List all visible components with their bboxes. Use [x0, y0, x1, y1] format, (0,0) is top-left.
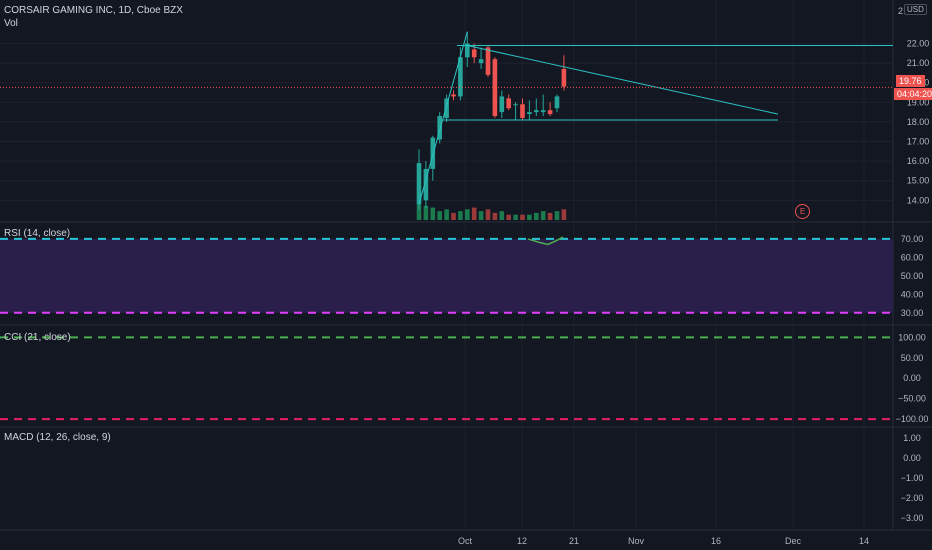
- volume-bar: [527, 214, 532, 220]
- volume-bar: [458, 211, 463, 220]
- volume-bar: [465, 209, 470, 220]
- y-tick-label: −2.00: [901, 493, 924, 503]
- volume-bar: [485, 209, 491, 220]
- trendline-descending: [467, 44, 779, 115]
- candle-body: [423, 168, 429, 201]
- volume-bar: [478, 211, 484, 220]
- candle-body: [478, 59, 484, 64]
- cci-title[interactable]: CCI (21, close): [4, 332, 71, 343]
- candle-body: [485, 47, 491, 75]
- volume-bar: [513, 214, 518, 220]
- x-tick-label: Nov: [628, 536, 645, 546]
- volume-bar: [554, 211, 560, 220]
- candle-body: [540, 110, 546, 113]
- x-tick-label: Dec: [785, 536, 802, 546]
- x-tick-label: 12: [517, 536, 527, 546]
- candle-body: [534, 110, 539, 113]
- candle-body: [465, 43, 470, 58]
- candle-body: [527, 112, 532, 115]
- volume-bar: [471, 207, 477, 220]
- y-tick-label: 100.00: [898, 332, 926, 342]
- candle-body: [499, 96, 505, 113]
- y-tick-label: 18.00: [907, 117, 930, 127]
- y-tick-label: 0.00: [903, 373, 921, 383]
- candle-body: [506, 98, 511, 109]
- y-tick-label: 1.00: [903, 433, 921, 443]
- candle-body: [513, 104, 518, 106]
- y-tick-label: −3.00: [901, 513, 924, 523]
- candle-body: [561, 69, 567, 87]
- volume-bar: [561, 209, 567, 220]
- candle-body: [554, 96, 560, 109]
- y-tick-label: 15.00: [907, 176, 930, 186]
- volume-bar: [430, 207, 436, 220]
- volume-bar: [499, 211, 505, 220]
- volume-bar: [416, 204, 422, 220]
- volume-bar: [547, 212, 553, 220]
- y-tick-label: 19.00: [907, 97, 930, 107]
- volume-bar: [451, 212, 456, 220]
- y-tick-label: 14.00: [907, 195, 930, 205]
- volume-label: Vol: [4, 18, 18, 29]
- y-tick-label: 70.00: [901, 234, 924, 244]
- trendline-rise: [418, 31, 468, 205]
- axis-top-partial: 2: [898, 6, 904, 16]
- y-tick-label: 0.00: [903, 453, 921, 463]
- x-tick-label: 16: [711, 536, 721, 546]
- y-tick-label: −100.00: [896, 414, 929, 424]
- volume-bar: [444, 209, 449, 220]
- candle-body: [444, 98, 449, 118]
- y-tick-label: 16.00: [907, 156, 930, 166]
- volume-bar: [540, 211, 546, 220]
- candle-body: [547, 110, 553, 115]
- currency-label[interactable]: USD: [904, 4, 927, 15]
- volume-bar: [506, 214, 511, 220]
- symbol-title[interactable]: CORSAIR GAMING INC, 1D, Cboe BZX: [4, 5, 183, 16]
- candle-body: [471, 49, 477, 58]
- candle-body: [520, 104, 525, 118]
- y-tick-label: 50.00: [901, 353, 924, 363]
- last-price-badge: 19.76: [896, 75, 925, 87]
- x-tick-label: Oct: [458, 536, 473, 546]
- countdown-badge: 04:04:20: [894, 88, 932, 100]
- candle-body: [492, 59, 498, 117]
- y-tick-label: 60.00: [901, 252, 924, 262]
- rsi-line: [527, 236, 564, 246]
- y-tick-label: 22.00: [907, 39, 930, 49]
- y-tick-label: 40.00: [901, 289, 924, 299]
- candle-body: [451, 94, 456, 97]
- y-tick-label: 21.00: [907, 58, 930, 68]
- candle-body: [416, 163, 422, 205]
- earnings-marker[interactable]: E: [795, 204, 810, 219]
- y-tick-label: 30.00: [901, 308, 924, 318]
- x-tick-label: 14: [859, 536, 869, 546]
- volume-bar: [534, 212, 539, 220]
- volume-bar: [492, 212, 498, 220]
- rsi-title[interactable]: RSI (14, close): [4, 228, 71, 239]
- volume-bar: [437, 211, 442, 220]
- y-tick-label: −50.00: [898, 394, 926, 404]
- x-tick-label: 21: [569, 536, 579, 546]
- y-tick-label: −1.00: [901, 473, 924, 483]
- y-tick-label: 17.00: [907, 137, 930, 147]
- rsi-band-fill: [0, 238, 893, 313]
- macd-title[interactable]: MACD (12, 26, close, 9): [4, 432, 111, 443]
- volume-bar: [423, 205, 429, 220]
- candle-body: [458, 57, 463, 97]
- volume-bar: [520, 214, 525, 220]
- y-tick-label: 50.00: [901, 271, 924, 281]
- candle-body: [437, 116, 442, 140]
